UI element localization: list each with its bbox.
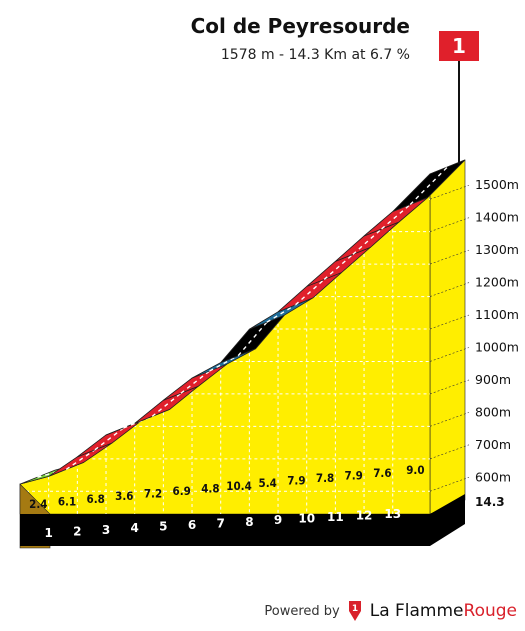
total-distance-label: 14.3 [475,495,505,509]
km-label: 10 [298,512,315,526]
elevation-tick-label: 1400m [475,210,519,225]
elevation-gridline-end [429,249,470,265]
elevation-tick-label: 800m [475,404,511,419]
elevation-gridline-end [429,282,470,297]
svg-text:1: 1 [352,604,358,614]
segment-centerline [65,449,96,471]
segment-gradient-label: 6.1 [58,494,76,508]
brand-name-part2: Rouge [463,601,517,621]
brand-name-part1: La Flamme [369,601,464,621]
category-flag-label: 1 [452,34,466,58]
footer: Powered by 1 La FlammeRouge [264,597,517,625]
segment-gradient-label: 6.9 [173,484,191,498]
segment-centerline [323,253,354,280]
segment-gradient-label: 7.9 [287,474,305,488]
km-label: 8 [245,515,253,529]
segment-centerline [209,355,239,372]
elevation-tick-label: 1000m [475,339,519,354]
km-label: 6 [188,518,196,532]
segment-centerline [381,204,411,230]
km-label: 9 [274,513,282,527]
segment-gradient-label: 7.2 [144,487,162,501]
km-label: 11 [327,510,344,524]
segment-centerline [180,370,210,394]
elevation-gridline-end [429,184,470,200]
km-label: 13 [384,507,401,521]
elevation-tick-label: 1500m [475,177,519,192]
brand-name: La FlammeRouge [370,601,517,621]
segment-gradient-label: 6.8 [87,492,105,506]
flamme-rouge-logo-icon: 1 [348,601,361,621]
elevation-tick-label: 900m [475,372,511,387]
elevation-tick-label: 1200m [475,275,519,290]
elevation-gridline-end [429,347,470,362]
segment-centerline [409,166,448,206]
elevation-gridline-end [429,379,470,395]
km-label: 5 [159,520,167,534]
elevation-gridline-end [429,314,470,330]
profile-end-face [429,159,466,515]
elevation-gridline-end [429,412,470,427]
segment-centerline [352,228,383,255]
segment-gradient-label: 2.4 [29,497,47,511]
category-flag [439,31,479,61]
elevation-tick-label: 700m [475,437,511,452]
elevation-tick-label: 600m [475,469,511,484]
km-base-band [20,494,465,546]
segment-gradient-label: 5.4 [259,476,277,490]
segment-gradient-label: 7.8 [316,471,334,485]
segment-centerline [266,304,296,323]
powered-by-label: Powered by [264,603,340,619]
km-label: 2 [73,524,81,538]
elevation-gridline-end [429,217,470,232]
elevation-tick-label: 1100m [475,307,519,322]
km-label: 3 [102,523,110,537]
segment-gradient-label: 9.0 [406,463,424,477]
climb-subtitle: 1578 m - 14.3 Km at 6.7 % [220,47,410,63]
segment-centerline [94,427,124,451]
segment-gradient-label: 10.4 [226,479,252,493]
km-label: 1 [44,526,52,540]
km-label: 4 [131,521,139,535]
segment-centerline [295,278,325,306]
climb-title: Col de Peyresourde [190,14,410,38]
elevation-gridline-end [429,477,470,492]
km-label: 12 [356,508,373,522]
elevation-tick-label: 1300m [475,242,519,257]
segment-gradient-label: 7.9 [345,468,363,482]
segment-centerline [151,392,182,417]
segment-gradient-label: 4.8 [201,481,219,495]
segment-gradient-label: 7.6 [373,466,391,480]
km-label: 7 [217,516,225,530]
elevation-gridline-end [429,444,470,460]
segment-gradient-label: 3.6 [115,489,133,503]
